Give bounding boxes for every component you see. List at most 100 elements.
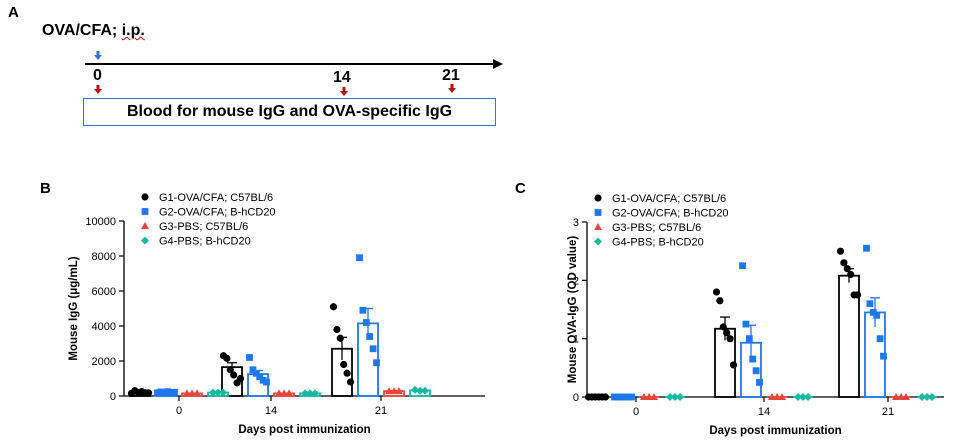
- igg-data-point: [416, 386, 424, 395]
- ova-igg-x-axis-title: Days post immunization: [709, 425, 841, 437]
- ova-igg-legend-marker: [594, 194, 602, 202]
- igg-data-point: [346, 378, 355, 386]
- blood-arrow-day0-icon: [94, 85, 102, 94]
- igg-x-tick-label: 14: [265, 405, 277, 417]
- igg-data-point: [306, 389, 314, 398]
- ova-igg-x-tick-label: 21: [882, 406, 894, 418]
- igg-data-point: [252, 369, 260, 377]
- ova-igg-data-point: [742, 320, 750, 328]
- timeline-day-0: 0: [93, 67, 102, 84]
- ova-igg-y-tick-label: 0: [573, 392, 579, 404]
- ova-igg-legend-marker: [594, 237, 602, 246]
- igg-data-point: [359, 306, 367, 314]
- ova-igg-data-point: [778, 393, 786, 400]
- igg-data-point: [193, 389, 201, 397]
- timeline-day-14: 14: [333, 69, 351, 86]
- igg-legend-marker: [141, 222, 149, 229]
- ova-igg-data-point: [729, 361, 738, 369]
- blood-sampling-text: Blood for mouse IgG and OVA-specific IgG: [126, 103, 453, 120]
- igg-x-tick-label: 0: [176, 405, 182, 417]
- ova-igg-data-point: [650, 393, 658, 400]
- ova-igg-x-tick-label: 0: [633, 406, 639, 418]
- panel-label-c: C: [515, 180, 526, 197]
- igg-data-point: [329, 303, 338, 311]
- igg-y-tick-label: 8000: [92, 251, 116, 263]
- igg-data-point: [230, 371, 238, 379]
- ova-igg-data-point: [601, 393, 610, 401]
- ova-igg-data-point: [880, 352, 887, 360]
- ova-igg-data-point: [752, 367, 760, 375]
- ova-igg-legend-label: G1-OVA/CFA; C57BL/6: [612, 193, 726, 205]
- igg-data-point: [395, 387, 403, 395]
- ova-igg-data-point: [756, 379, 763, 386]
- ova-igg-data-point: [836, 247, 845, 255]
- ova-igg-data-point: [928, 393, 936, 401]
- ova-igg-data-point: [876, 335, 884, 343]
- igg-legend-label: G2-OVA/CFA; B-hCD20: [159, 207, 276, 219]
- ova-igg-data-point: [628, 393, 635, 401]
- ova-igg-legend-marker: [594, 223, 602, 230]
- ova-igg-data-point: [840, 259, 848, 267]
- igg-data-point: [333, 325, 341, 334]
- ova-igg-data-point: [666, 393, 674, 401]
- igg-data-point: [249, 366, 257, 374]
- ova-igg-data-point: [866, 300, 874, 308]
- ova-igg-data-point: [804, 393, 812, 401]
- blood-arrow-day14-icon: [340, 87, 348, 96]
- igg-y-axis-title: Mouse IgG (μg/mL): [68, 256, 80, 360]
- ova-igg-y-tick-label: 2: [573, 275, 579, 287]
- igg-legend-marker: [141, 208, 149, 215]
- igg-data-point: [144, 389, 153, 397]
- igg-data-point: [236, 374, 245, 383]
- ova-igg-data-point: [853, 291, 862, 299]
- igg-legend-label: G3-PBS; C57BL/6: [159, 221, 248, 233]
- timeline-day-21: 21: [442, 67, 460, 84]
- igg-y-tick-label: 6000: [92, 286, 116, 298]
- ova-igg-data-point: [902, 393, 910, 400]
- ova-igg-legend-label: G3-PBS; C57BL/6: [612, 222, 701, 234]
- igg-data-point: [226, 366, 234, 374]
- igg-y-tick-label: 10000: [85, 216, 116, 228]
- ova-igg-data-point: [726, 335, 734, 343]
- igg-legend-marker: [141, 193, 149, 201]
- ova-igg-legend-label: G4-PBS; B-hCD20: [612, 237, 704, 249]
- igg-y-tick-label: 0: [110, 391, 116, 403]
- igg-data-point: [411, 385, 419, 394]
- igg-data-point: [256, 373, 264, 381]
- timeline-title-route: i.p.: [121, 22, 145, 39]
- igg-data-point: [356, 254, 363, 262]
- ova-igg-data-point: [749, 355, 757, 363]
- ova-igg-data-point: [723, 329, 731, 337]
- ova-igg-data-point: [712, 288, 721, 296]
- ova-igg-y-tick-label: 1: [573, 334, 579, 346]
- igg-data-point: [263, 378, 270, 386]
- ova-igg-data-point: [671, 393, 679, 401]
- ova-igg-y-tick-label: 3: [573, 217, 579, 229]
- igg-data-point: [311, 389, 319, 398]
- ova-igg-data-point: [843, 265, 851, 273]
- timeline: [85, 51, 503, 96]
- igg-x-axis-title: Days post immunization: [238, 424, 370, 436]
- igg-x-tick-label: 21: [375, 405, 387, 417]
- ova-igg-data-point: [716, 297, 724, 305]
- ova-igg-data-point: [918, 393, 926, 401]
- ova-igg-data-point: [794, 393, 802, 401]
- blood-sampling-box: Blood for mouse IgG and OVA-specific IgG: [83, 98, 496, 126]
- ova-igg-data-point: [799, 393, 807, 401]
- igg-data-point: [366, 333, 374, 340]
- igg-data-point: [369, 345, 377, 353]
- igg-legend-label: G1-OVA/CFA; C57BL/6: [159, 192, 273, 204]
- timeline-title: OVA/CFA; i.p.: [42, 22, 145, 40]
- igg-data-point: [421, 386, 429, 395]
- panel-label-b: B: [40, 180, 51, 197]
- ova-igg-data-point: [873, 311, 881, 319]
- timeline-arrowhead: [493, 59, 503, 69]
- igg-data-point: [214, 388, 222, 397]
- ova-igg-data-point: [739, 262, 746, 270]
- ova-igg-data-point: [745, 335, 753, 343]
- igg-data-point: [336, 334, 344, 342]
- panel-label-a: A: [8, 4, 19, 21]
- ova-igg-legend-marker: [594, 209, 602, 216]
- ova-igg-data-point: [621, 393, 629, 401]
